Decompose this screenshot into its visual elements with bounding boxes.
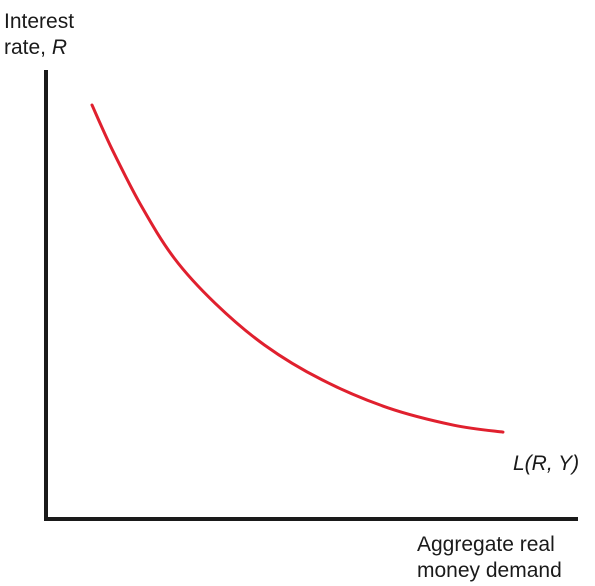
money-demand-curve bbox=[90, 103, 505, 434]
x-axis-label-line2: money demand bbox=[417, 559, 562, 582]
y-axis-label-variable: R bbox=[52, 36, 67, 59]
y-axis-label-prefix: rate, bbox=[4, 36, 52, 59]
y-axis-label-line1: Interest bbox=[4, 10, 74, 33]
x-axis-label-line1: Aggregate real bbox=[417, 533, 555, 556]
y-axis-label-line2: rate, R bbox=[4, 36, 67, 59]
series-label: L(R, Y) bbox=[513, 452, 579, 475]
